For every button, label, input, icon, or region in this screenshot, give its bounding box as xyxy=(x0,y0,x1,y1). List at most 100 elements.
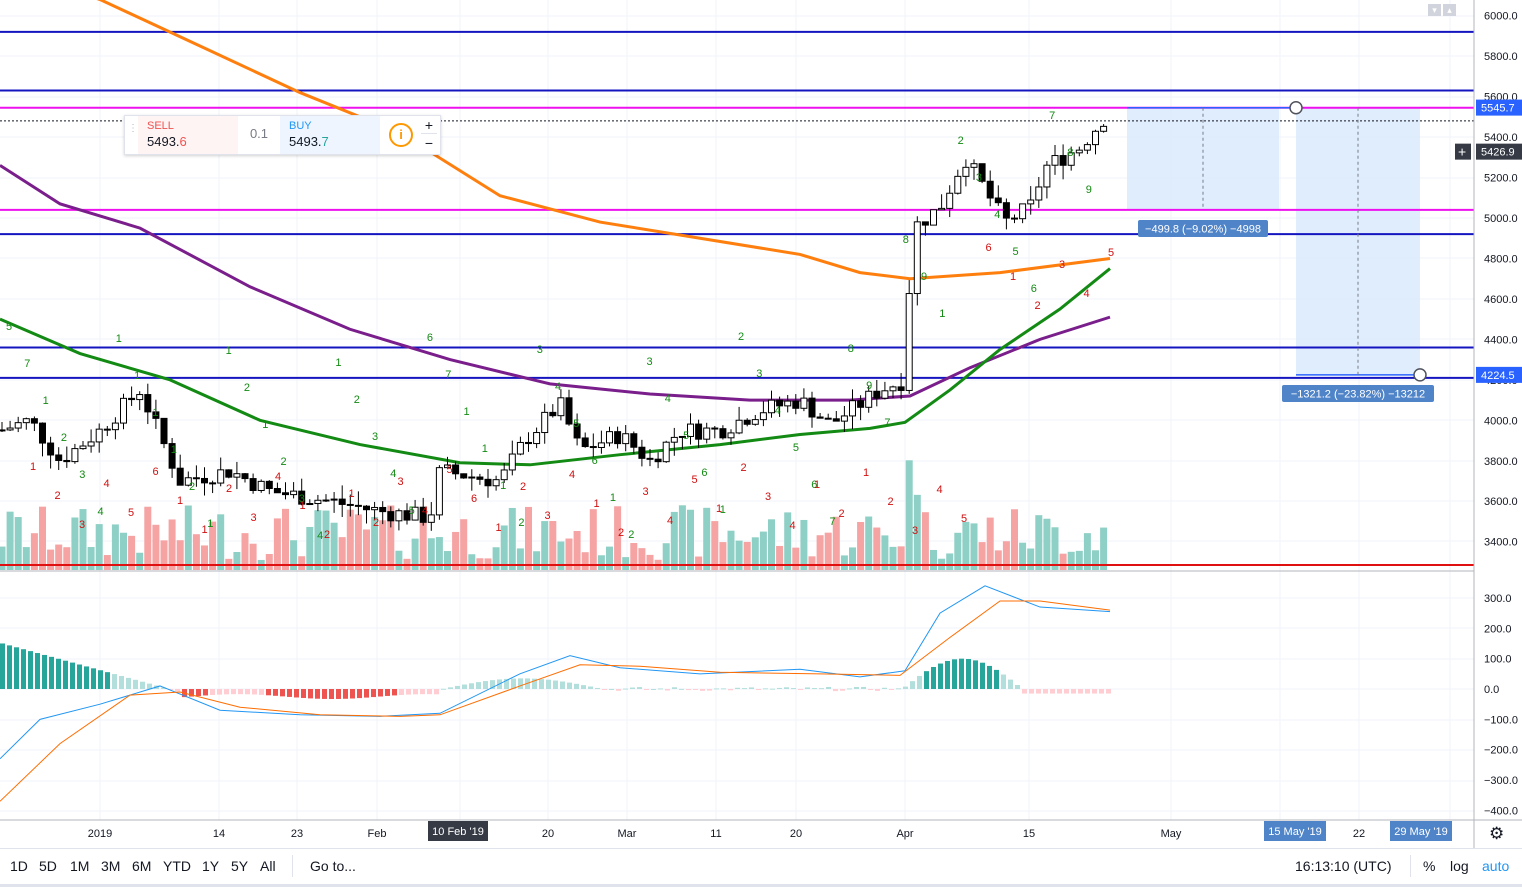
range-1d-button[interactable]: 1D xyxy=(10,858,28,874)
range-5d-button[interactable]: 5D xyxy=(39,858,57,874)
candle-body xyxy=(719,428,727,439)
td-count-down: 2 xyxy=(226,483,232,495)
time-tick: May xyxy=(1161,828,1182,840)
candle-body xyxy=(500,469,508,481)
td-count-down: 6 xyxy=(153,466,159,478)
range-ytd-button[interactable]: YTD xyxy=(163,858,191,874)
candle-body xyxy=(201,477,208,484)
clock-time[interactable]: 16:13:10 (UTC) xyxy=(1295,858,1392,874)
td-count-down: 3 xyxy=(1059,259,1065,271)
buy-button[interactable]: BUY 5493.7 xyxy=(280,116,380,154)
goto-date-button[interactable]: Go to... xyxy=(310,858,356,874)
bottom-scrollbar[interactable] xyxy=(0,884,1522,887)
volume-bar xyxy=(573,531,581,570)
range-5y-button[interactable]: 5Y xyxy=(231,858,249,874)
macd-histogram-bar xyxy=(252,689,257,695)
drag-handle-icon[interactable]: ⋮⋮ xyxy=(128,124,148,144)
measure-tool[interactable]: −499.8 (−9.02%) −4998 −1321.2 (−23.82%) −… xyxy=(1127,100,1434,402)
range-all-button[interactable]: All xyxy=(260,858,276,874)
candle-body xyxy=(403,510,411,521)
range-6m-button[interactable]: 6M xyxy=(132,858,152,874)
candle-body xyxy=(840,415,848,422)
candle-body xyxy=(986,180,994,199)
macd-histogram-bar xyxy=(574,683,579,689)
macd-histogram-bar xyxy=(714,688,719,690)
volume-bar xyxy=(379,520,387,570)
log-scale-button[interactable]: log xyxy=(1450,858,1469,874)
candle-body xyxy=(184,477,192,486)
quantity-value[interactable]: 0.1 xyxy=(249,126,269,141)
macd-histogram-bar xyxy=(749,687,754,689)
macd-axis[interactable]: 300.0 200.0 100.0 0.0 −100.0 −200.0 −300.0 −400… xyxy=(1484,593,1518,817)
volume-bar xyxy=(865,516,873,570)
range-1m-button[interactable]: 1M xyxy=(70,858,90,874)
td-count-up: 1 xyxy=(43,395,49,407)
candle-body xyxy=(209,482,217,485)
volume-bar xyxy=(614,506,622,570)
time-axis[interactable]: 2019 14 23 Feb 20 Mar 11 20 Apr 15 May 22 10 Feb '19… xyxy=(0,819,1522,844)
td-count-down: 1 xyxy=(349,488,355,500)
quantity-minus-button[interactable]: − xyxy=(424,135,434,151)
macd-histogram-bar xyxy=(1057,689,1062,694)
volume-bar xyxy=(338,537,346,570)
macd-histogram-bar xyxy=(686,689,691,691)
candle-body xyxy=(938,207,946,211)
td-count-down: 1 xyxy=(300,500,306,512)
td-count-up: 4 xyxy=(555,381,561,393)
volume-bar xyxy=(508,507,516,570)
range-1y-button[interactable]: 1Y xyxy=(202,858,220,874)
volume-bar xyxy=(411,538,419,570)
volume-bar xyxy=(946,553,954,570)
volume-bar xyxy=(444,551,451,570)
td-count-down: 2 xyxy=(1035,300,1041,312)
td-sequential-labels: 5712341111211212341234567111234561234561… xyxy=(6,110,1114,542)
price-axis[interactable]: 6000.05800.05600.05400.05200.05000.04800… xyxy=(1455,0,1522,848)
candle-body xyxy=(55,454,63,461)
td-count-up: 2 xyxy=(61,432,67,444)
volume-bar xyxy=(557,541,565,570)
macd-histogram-bar xyxy=(413,689,418,695)
td-count-up: 6 xyxy=(1031,283,1037,295)
pane-controls[interactable]: ▾ ▴ xyxy=(1428,0,1460,16)
volume-bar xyxy=(387,505,395,570)
time-highlight-label: 15 May '19 xyxy=(1268,826,1321,838)
td-count-down: 5 xyxy=(1108,247,1114,259)
td-count-up: 4 xyxy=(98,506,104,518)
candle-body xyxy=(338,498,346,505)
auto-scale-button[interactable]: auto xyxy=(1482,858,1510,874)
chart-canvas[interactable]: 5712341111211212341234567111234561234561… xyxy=(0,0,1522,848)
candle-body xyxy=(849,400,856,417)
collapse-icon[interactable]: ▾ xyxy=(1428,4,1441,16)
candle-body xyxy=(14,422,22,429)
quantity-plus-button[interactable]: + xyxy=(421,117,437,134)
macd-histogram-bar xyxy=(973,660,978,689)
sell-button[interactable]: SELL 5493.6 xyxy=(138,116,238,154)
candle-body xyxy=(63,459,71,463)
volume-bar xyxy=(978,542,986,570)
macd-histogram-bar xyxy=(189,689,194,697)
td-count-up: 6 xyxy=(701,467,707,479)
range-3m-button[interactable]: 3M xyxy=(101,858,121,874)
macd-histogram-bar xyxy=(896,688,901,690)
macd-histogram-bar xyxy=(1064,689,1069,694)
volume-bar xyxy=(500,525,508,570)
macd-histogram-bar xyxy=(336,689,341,699)
macd-histogram-bar xyxy=(280,689,285,697)
volume-bar xyxy=(1100,527,1108,570)
volume-bar xyxy=(330,522,338,570)
buy-sell-panel[interactable]: ⋮⋮ SELL 5493.6 0.1 BUY 5493.7 i + − xyxy=(124,115,441,155)
volume-bar xyxy=(282,508,289,570)
candle-body xyxy=(160,417,168,445)
macd-histogram-bar xyxy=(1071,689,1076,694)
candle-body xyxy=(39,422,46,444)
volume-bar xyxy=(768,519,775,570)
macd-histogram-bar xyxy=(1050,689,1055,694)
info-icon[interactable]: i xyxy=(389,123,413,147)
maximize-icon[interactable]: ▴ xyxy=(1443,4,1456,16)
percent-scale-button[interactable]: % xyxy=(1423,858,1436,874)
td-count-down: 1 xyxy=(30,461,36,473)
volume-bar xyxy=(1083,533,1091,570)
volume-bar xyxy=(646,554,654,570)
gear-icon[interactable]: ⚙ xyxy=(1489,824,1504,844)
macd-histogram-bar xyxy=(742,688,747,690)
